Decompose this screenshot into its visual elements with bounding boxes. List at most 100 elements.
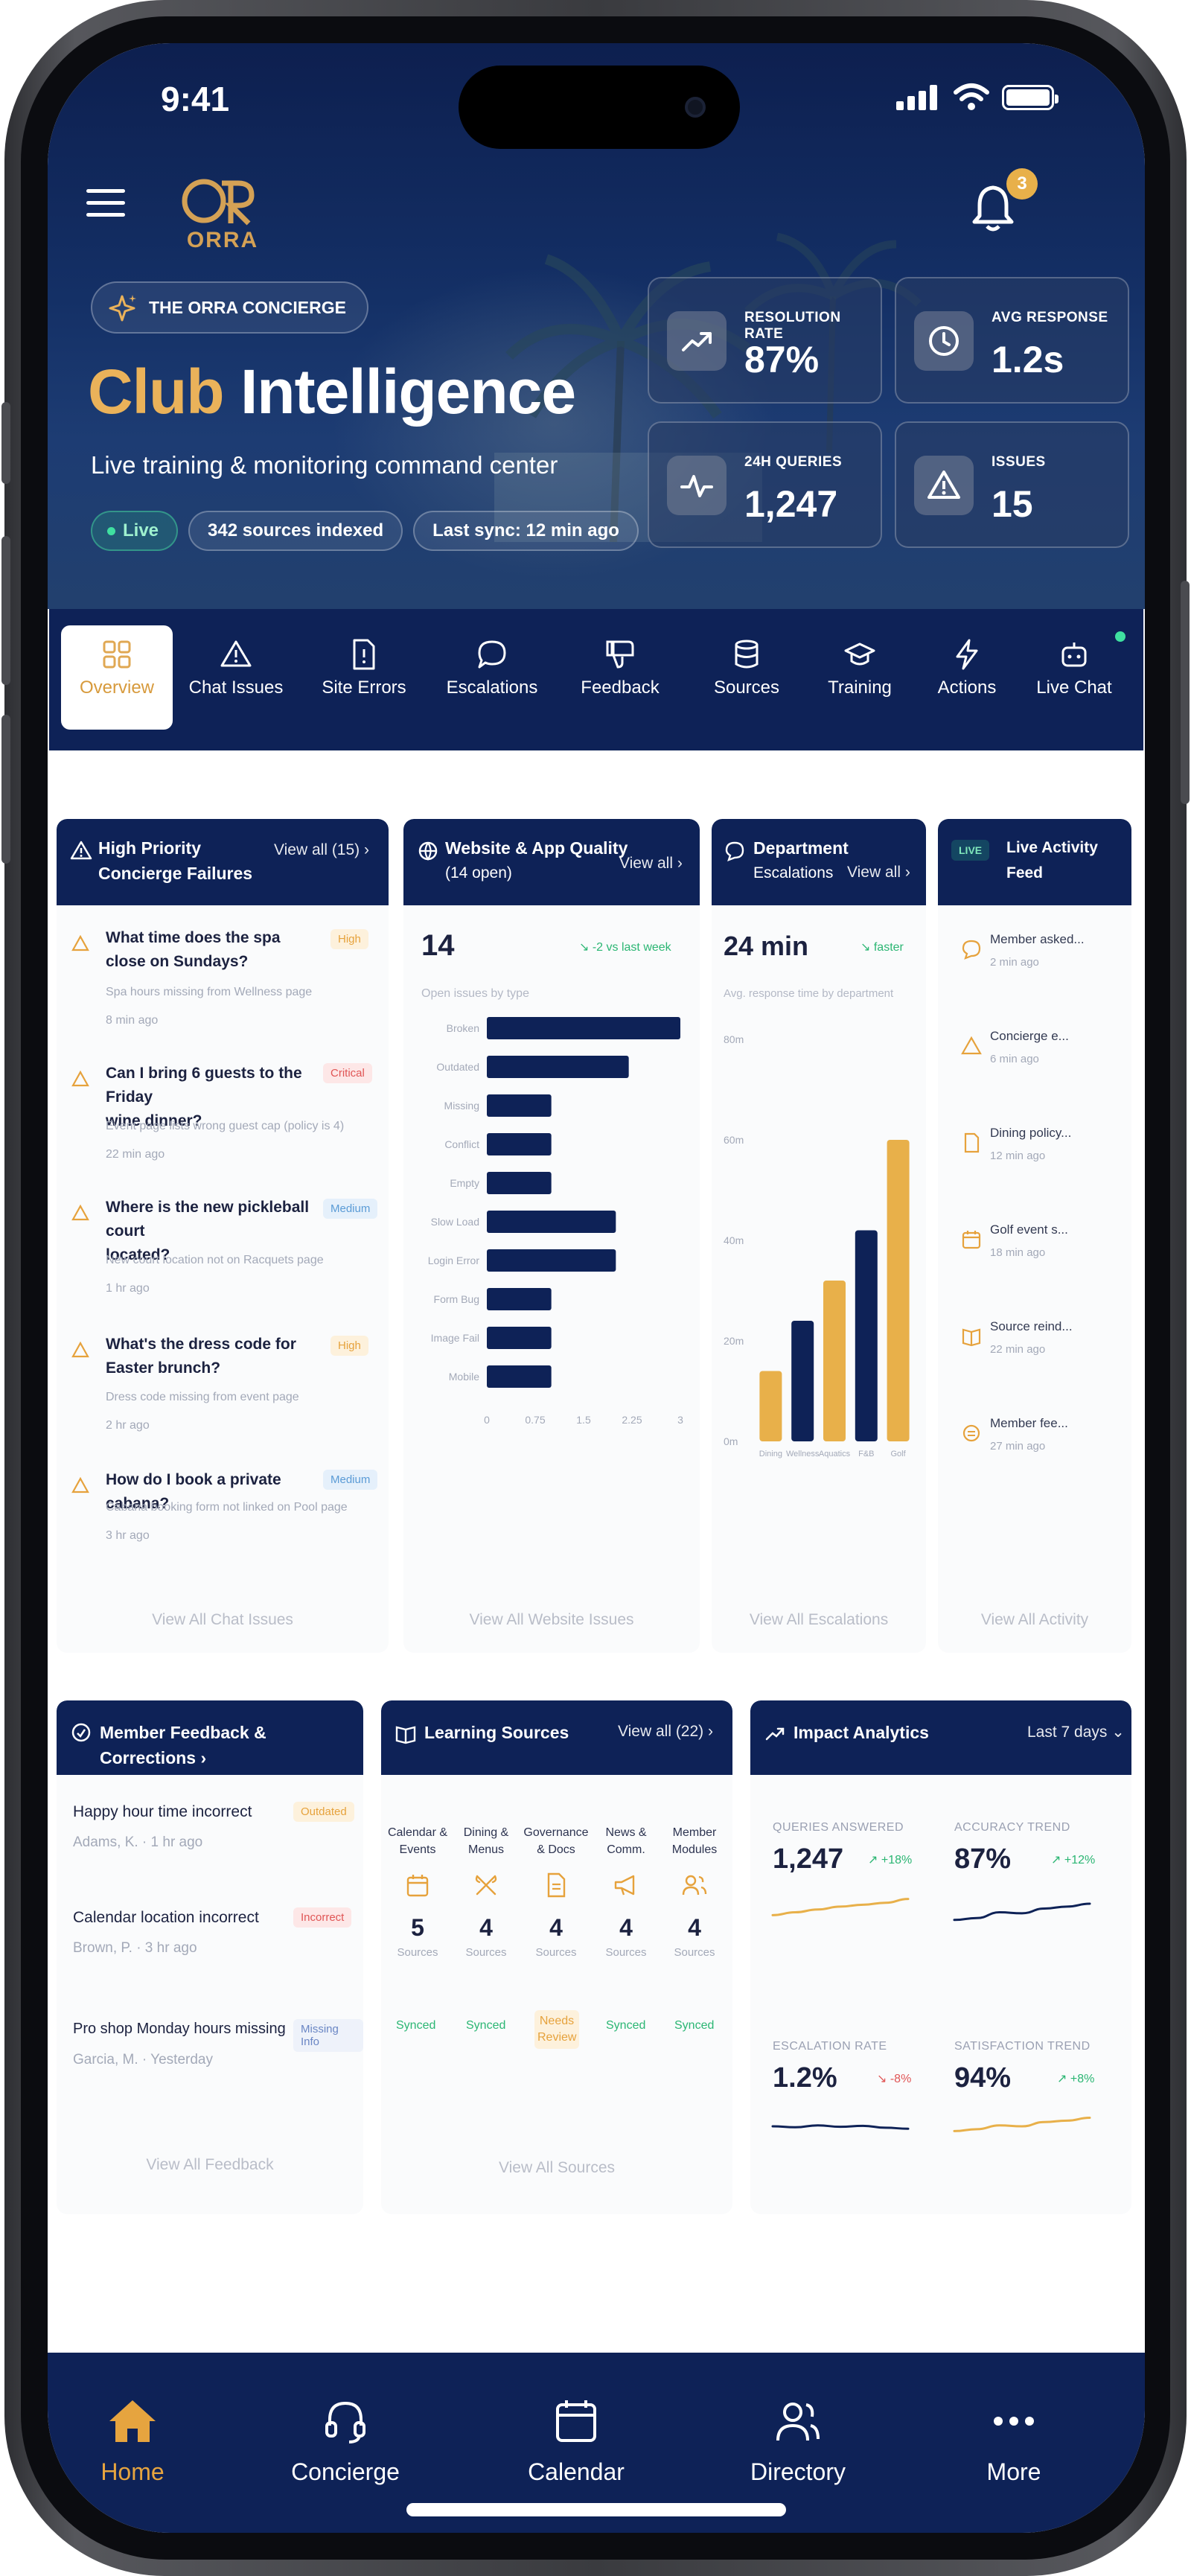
tab-overview[interactable]: Overview	[61, 625, 173, 730]
view-all-activity[interactable]: View All Activity	[980, 1611, 1089, 1628]
signal-icon	[896, 85, 939, 110]
graduation-cap-icon	[844, 643, 875, 666]
priority-badge: Medium	[323, 1470, 378, 1490]
tab-site-errors[interactable]: Site Errors	[308, 625, 420, 730]
feedback-text: Happy hour time incorrect	[73, 1803, 252, 1820]
bar	[487, 1017, 680, 1039]
users-icon	[776, 2403, 820, 2441]
activity-text: Golf event s...	[990, 1222, 1068, 1237]
warning-icon	[71, 1205, 89, 1221]
power-button	[1181, 581, 1190, 804]
tick-label: 20m	[724, 1335, 744, 1347]
tab-sources[interactable]: Sources	[691, 625, 802, 730]
view-all-link[interactable]: View all ›	[847, 864, 910, 881]
kpi-24h-queries[interactable]: 24H QUERIES 1,247	[648, 421, 882, 548]
bar	[487, 1133, 552, 1155]
sync-status: Synced	[466, 2019, 506, 2032]
bar	[487, 1327, 552, 1349]
learning-sources-card: Learning Sources View all (22) › Calenda…	[381, 1700, 732, 2214]
nav-directory[interactable]: Directory	[731, 2397, 865, 2486]
document-icon	[547, 1872, 566, 1898]
kpi-resolution-rate[interactable]: RESOLUTION RATE 87%	[648, 277, 882, 404]
view-all-link[interactable]: View all ›	[619, 855, 683, 872]
impact-analytics-card: Impact Analytics Last 7 days ⌄ QUERIES A…	[750, 1700, 1131, 2214]
nav-label: Directory	[750, 2458, 846, 2485]
warning-icon	[71, 935, 89, 951]
database-icon	[735, 640, 759, 669]
source-column-member[interactable]: Member Modules 4 Sources	[661, 1824, 728, 1959]
view-all-feedback[interactable]: View All Feedback	[146, 2156, 274, 2173]
source-column-news[interactable]: News & Comm. 4 Sources	[593, 1824, 660, 1959]
tab-live-chat[interactable]: Live Chat	[1018, 625, 1130, 730]
source-column-dining[interactable]: Dining & Menus 4 Sources	[453, 1824, 520, 1959]
timestamp: 27 min ago	[990, 1440, 1046, 1453]
card-header: Impact Analytics Last 7 days ⌄	[750, 1700, 1131, 1775]
view-all-chat-issues[interactable]: View All Chat Issues	[152, 1611, 293, 1628]
view-all-escalations[interactable]: View All Escalations	[749, 1611, 889, 1628]
card-title-line: Department	[753, 838, 849, 858]
tab-chat-issues[interactable]: Chat Issues	[180, 625, 292, 730]
card-body: 14 ↘ -2 vs last week Open issues by type…	[403, 905, 700, 1653]
warning-icon	[220, 640, 252, 667]
feedback-meta: Garcia, M. · Yesterday	[73, 2052, 213, 2068]
question-text: What time does the spa close on Sundays?	[106, 929, 281, 970]
view-all-sources[interactable]: View All Sources	[498, 2159, 616, 2176]
metric-delta: ↗ +18%	[868, 1854, 913, 1866]
tab-training[interactable]: Training	[804, 625, 916, 730]
card-title[interactable]: Member Feedback & Corrections ›	[100, 1723, 266, 1767]
tab-label: Site Errors	[322, 678, 406, 698]
view-all-link[interactable]: View all (15) ›	[274, 841, 369, 858]
tab-label: Training	[828, 678, 892, 698]
issue-detail: Cabana booking form not linked on Pool p…	[106, 1501, 348, 1514]
question-text: Can I bring 6 guests to the Friday wine d…	[106, 1065, 302, 1129]
card-subtitle: (14 open)	[445, 864, 512, 881]
logo-text: ORRA	[186, 228, 259, 252]
sync-status: Synced	[606, 2019, 646, 2032]
view-all-website-issues[interactable]: View All Website Issues	[469, 1611, 634, 1628]
source-column-governance[interactable]: Governance & Docs 4 Sources	[523, 1824, 590, 1959]
page-title: Club Intelligence	[88, 356, 576, 428]
category-label: Missing	[444, 1100, 479, 1112]
issue-detail: New court location not on Racquets page	[106, 1254, 324, 1266]
tick-label: 2.25	[622, 1414, 642, 1426]
department-escalations-card: Department Escalations View all › 24 min…	[712, 819, 926, 1653]
tab-actions[interactable]: Actions	[911, 625, 1023, 730]
tab-label: Sources	[713, 678, 780, 698]
needs-review-status: Needs Review	[534, 2010, 579, 2049]
escalations-by-department-chart: 0m 20m 40m 60m 80m Dining Wellness Aquatics F&B G…	[724, 1033, 910, 1458]
card-body: QUERIES ANSWERED 1,247 ↗ +18% ACCURACY T…	[750, 1775, 1131, 2214]
source-name: Governance & Docs	[523, 1826, 589, 1856]
date-range-select[interactable]: Last 7 days ⌄	[1027, 1724, 1125, 1741]
nav-more[interactable]: More	[947, 2397, 1081, 2486]
calendar-icon	[962, 1231, 981, 1249]
timestamp: 6 min ago	[990, 1053, 1039, 1065]
sources-chip: 342 sources indexed	[188, 511, 403, 551]
kpi-label: AVG RESPONSE	[992, 310, 1108, 325]
nav-concierge[interactable]: Concierge	[278, 2397, 412, 2486]
file-alert-icon	[353, 639, 375, 670]
kpi-issues[interactable]: ISSUES 15	[895, 421, 1129, 548]
kpi-avg-response[interactable]: AVG RESPONSE 1.2s	[895, 277, 1129, 404]
sync-status: Synced	[396, 2019, 436, 2032]
bell-icon[interactable]	[971, 182, 1015, 234]
tab-escalations[interactable]: Escalations	[436, 625, 548, 730]
tab-label: Feedback	[581, 678, 660, 698]
priority-badge: High	[331, 929, 368, 949]
nav-calendar[interactable]: Calendar	[509, 2397, 643, 2486]
view-all-link[interactable]: View all (22) ›	[618, 1723, 713, 1740]
activity-text: Concierge e...	[990, 1029, 1069, 1043]
member-feedback-card: Member Feedback & Corrections › Happy ho…	[57, 1700, 363, 2214]
issue-detail: Dress code missing from event page	[106, 1391, 299, 1403]
orra-logo[interactable]: ORRA	[167, 170, 278, 252]
title-gold: Club	[88, 357, 225, 427]
tab-feedback[interactable]: Feedback	[564, 625, 676, 730]
menu-icon[interactable]	[86, 189, 125, 219]
nav-home[interactable]: Home	[66, 2397, 199, 2486]
source-column-calendar[interactable]: Calendar & Events 5 Sources	[384, 1824, 451, 1959]
sync-status: Synced	[674, 2019, 715, 2032]
warning-icon	[70, 841, 92, 860]
tick-label: 3	[677, 1414, 683, 1426]
warning-icon	[71, 1477, 89, 1493]
timestamp: 2 hr ago	[106, 1419, 150, 1432]
category-label: Aquatics	[819, 1450, 851, 1458]
